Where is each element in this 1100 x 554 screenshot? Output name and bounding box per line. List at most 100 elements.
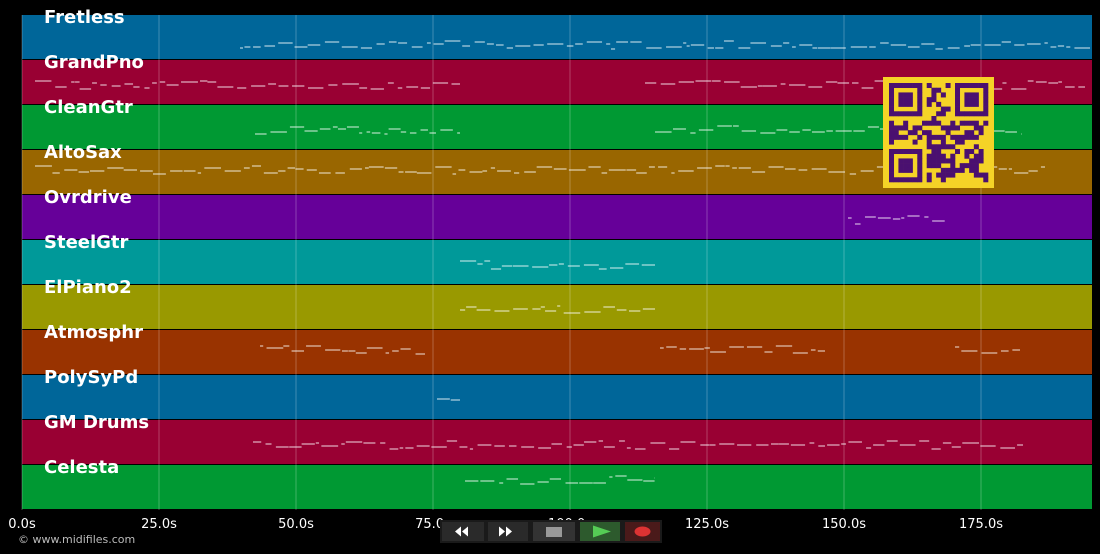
qr-module bbox=[940, 134, 946, 140]
qr-module bbox=[889, 87, 895, 93]
qr-module bbox=[931, 116, 937, 122]
qr-module bbox=[964, 97, 970, 103]
qr-module bbox=[950, 153, 956, 159]
qr-module bbox=[898, 92, 904, 98]
qr-module bbox=[917, 92, 923, 98]
qr-module bbox=[926, 101, 932, 107]
qr-module bbox=[931, 158, 937, 164]
qr-module bbox=[940, 167, 946, 173]
qr-module bbox=[940, 111, 946, 117]
qr-module bbox=[950, 158, 956, 164]
forward-button[interactable] bbox=[488, 522, 528, 541]
tick-label: 50.0s bbox=[278, 517, 314, 532]
qr-module bbox=[940, 125, 946, 131]
qr-module bbox=[983, 172, 989, 178]
qr-code bbox=[883, 77, 994, 188]
qr-module bbox=[898, 111, 904, 117]
qr-module bbox=[969, 101, 975, 107]
qr-module bbox=[964, 92, 970, 98]
qr-module bbox=[940, 144, 946, 150]
qr-module bbox=[973, 120, 979, 126]
qr-module bbox=[973, 158, 979, 164]
qr-module bbox=[931, 87, 937, 93]
qr-module bbox=[983, 87, 989, 93]
qr-module bbox=[945, 106, 951, 112]
qr-module bbox=[950, 167, 956, 173]
qr-module bbox=[950, 125, 956, 131]
lane-label: Atmosphr bbox=[44, 322, 143, 343]
qr-module bbox=[945, 172, 951, 178]
qr-module bbox=[922, 120, 928, 126]
qr-module bbox=[940, 172, 946, 178]
qr-module bbox=[969, 83, 975, 89]
qr-module bbox=[917, 87, 923, 93]
qr-module bbox=[978, 149, 984, 155]
qr-module bbox=[903, 158, 909, 164]
rewind-button[interactable] bbox=[442, 522, 484, 541]
qr-module bbox=[955, 167, 961, 173]
stop-button[interactable] bbox=[533, 522, 575, 541]
qr-module bbox=[898, 177, 904, 183]
qr-module bbox=[950, 144, 956, 150]
qr-module bbox=[940, 106, 946, 112]
qr-module bbox=[969, 158, 975, 164]
qr-module bbox=[969, 130, 975, 136]
qr-module bbox=[903, 101, 909, 107]
qr-module bbox=[955, 139, 961, 145]
qr-module bbox=[978, 153, 984, 159]
qr-module bbox=[978, 125, 984, 131]
qr-module bbox=[969, 149, 975, 155]
qr-module bbox=[969, 111, 975, 117]
qr-module bbox=[945, 144, 951, 150]
qr-module bbox=[926, 144, 932, 150]
qr-module bbox=[931, 97, 937, 103]
qr-module bbox=[964, 134, 970, 140]
qr-module bbox=[959, 83, 965, 89]
qr-module bbox=[978, 172, 984, 178]
lane-label: GrandPno bbox=[44, 52, 144, 73]
qr-module bbox=[889, 101, 895, 107]
qr-module bbox=[950, 163, 956, 169]
qr-module bbox=[926, 163, 932, 169]
qr-module bbox=[983, 101, 989, 107]
qr-module bbox=[926, 130, 932, 136]
qr-module bbox=[959, 111, 965, 117]
qr-module bbox=[936, 87, 942, 93]
play-button[interactable] bbox=[580, 522, 620, 541]
qr-module bbox=[889, 163, 895, 169]
qr-module bbox=[917, 172, 923, 178]
qr-module bbox=[903, 83, 909, 89]
qr-module bbox=[945, 125, 951, 131]
qr-module bbox=[903, 177, 909, 183]
qr-module bbox=[917, 153, 923, 159]
qr-module bbox=[950, 134, 956, 140]
qr-module bbox=[889, 92, 895, 98]
qr-module bbox=[973, 153, 979, 159]
qr-module bbox=[912, 111, 918, 117]
qr-module bbox=[907, 111, 913, 117]
qr-module bbox=[973, 92, 979, 98]
qr-module bbox=[936, 153, 942, 159]
qr-module bbox=[973, 134, 979, 140]
qr-module bbox=[936, 149, 942, 155]
qr-module bbox=[969, 92, 975, 98]
qr-module bbox=[889, 139, 895, 145]
qr-module bbox=[959, 167, 965, 173]
qr-module bbox=[889, 120, 895, 126]
qr-module bbox=[945, 158, 951, 164]
record-button[interactable] bbox=[625, 522, 660, 541]
qr-module bbox=[903, 163, 909, 169]
qr-module bbox=[936, 120, 942, 126]
lane-label: PolySyPd bbox=[44, 367, 138, 388]
qr-module bbox=[983, 120, 989, 126]
qr-module bbox=[926, 158, 932, 164]
qr-module bbox=[893, 111, 899, 117]
qr-module bbox=[917, 149, 923, 155]
qr-module bbox=[903, 111, 909, 117]
qr-module bbox=[955, 87, 961, 93]
qr-module bbox=[964, 163, 970, 169]
tick-label: 175.0s bbox=[959, 517, 1003, 532]
qr-module bbox=[983, 92, 989, 98]
qr-module bbox=[912, 149, 918, 155]
qr-module bbox=[936, 101, 942, 107]
